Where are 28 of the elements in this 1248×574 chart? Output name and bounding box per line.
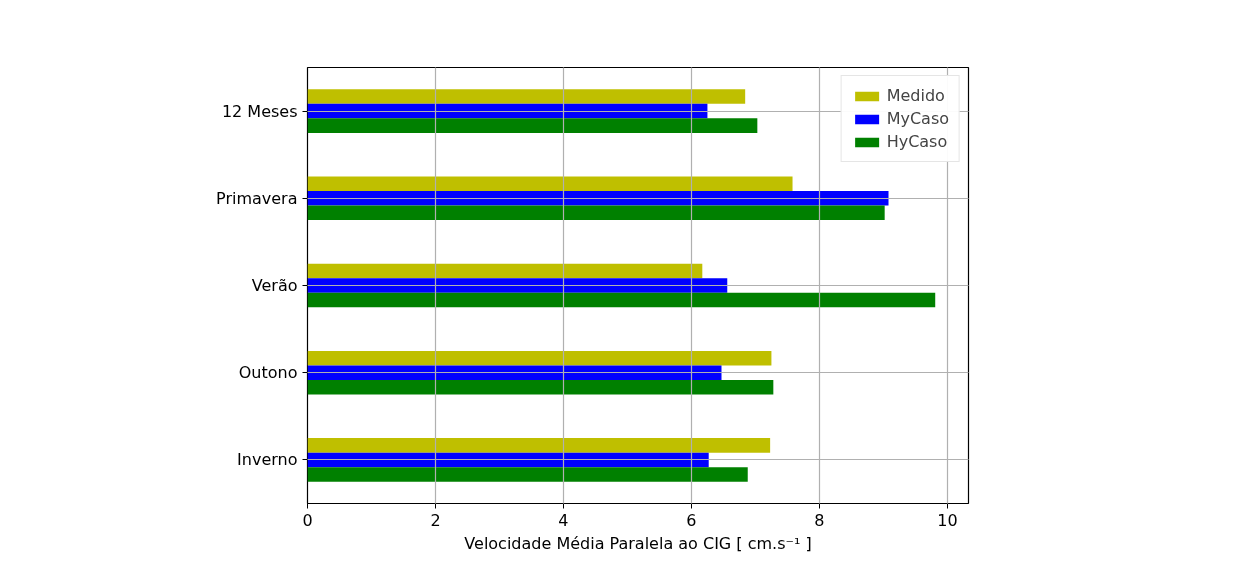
x-tick-label: 6: [686, 510, 697, 530]
bar: [307, 205, 885, 221]
bar: [307, 263, 703, 279]
y-tick-label: Primavera: [216, 188, 298, 208]
x-axis-title: Velocidade Média Paralela ao CIG [ cm.s⁻¹ ]: [464, 533, 812, 553]
y-tick-label: Verão: [251, 276, 298, 295]
bar: [307, 467, 748, 482]
y-tick-label: Inverno: [237, 450, 298, 470]
x-tick-label: 4: [558, 510, 569, 530]
x-tick-label: 8: [814, 510, 825, 530]
bar: [307, 176, 793, 192]
bar: [307, 89, 746, 104]
legend-label: HyCaso: [886, 132, 948, 151]
x-tick-label: 0: [302, 510, 313, 530]
y-tick-label: Outono: [238, 363, 298, 383]
bar: [307, 438, 771, 453]
bar: [307, 118, 758, 133]
bar: [307, 350, 772, 366]
y-tick-label: 12 Meses: [221, 101, 298, 121]
x-tick-label: 2: [430, 510, 441, 530]
x-tick-label: 10: [937, 510, 958, 530]
bar: [307, 292, 936, 308]
bar: [307, 191, 889, 206]
bar: [307, 365, 722, 380]
legend-label: Medido: [886, 86, 945, 105]
legend-label: MyCaso: [886, 109, 949, 128]
bar: [307, 278, 728, 293]
bar: [307, 379, 774, 395]
